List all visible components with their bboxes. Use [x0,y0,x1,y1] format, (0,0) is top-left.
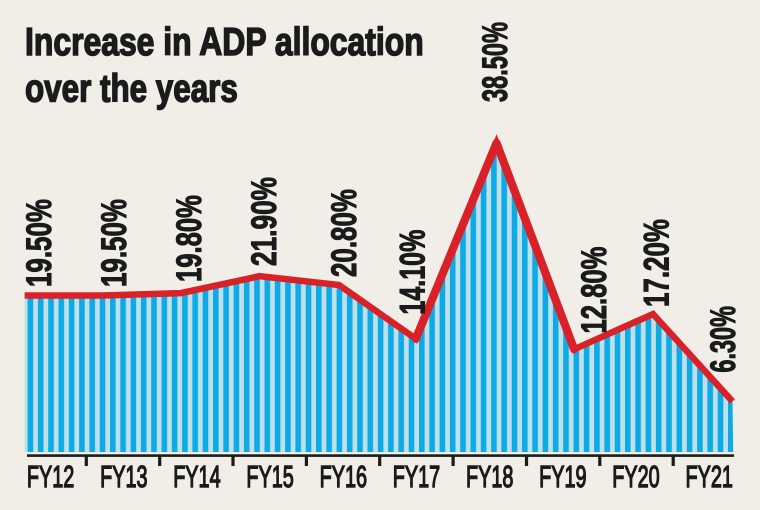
svg-text:FY12: FY12 [27,458,74,494]
svg-text:FY13: FY13 [100,458,147,494]
svg-text:21.90%: 21.90% [244,177,284,266]
svg-text:20.80%: 20.80% [324,189,364,277]
svg-text:FY19: FY19 [539,458,586,494]
svg-text:FY15: FY15 [246,458,293,494]
svg-text:12.80%: 12.80% [574,247,614,334]
svg-text:FY14: FY14 [173,458,220,494]
svg-text:over the years: over the years [25,66,238,110]
svg-text:FY20: FY20 [612,458,659,494]
svg-text:38.50%: 38.50% [477,22,516,102]
svg-text:FY18: FY18 [466,458,513,494]
svg-text:19.50%: 19.50% [19,199,59,287]
svg-text:Increase in ADP allocation: Increase in ADP allocation [25,20,424,64]
svg-text:19.80%: 19.80% [169,195,209,282]
svg-text:FY16: FY16 [320,458,367,494]
svg-text:FY21: FY21 [685,458,732,494]
svg-text:19.50%: 19.50% [94,199,134,287]
svg-text:FY17: FY17 [393,458,440,494]
svg-text:14.10%: 14.10% [394,230,433,315]
svg-text:6.30%: 6.30% [704,306,743,373]
svg-text:17.20%: 17.20% [637,219,677,307]
